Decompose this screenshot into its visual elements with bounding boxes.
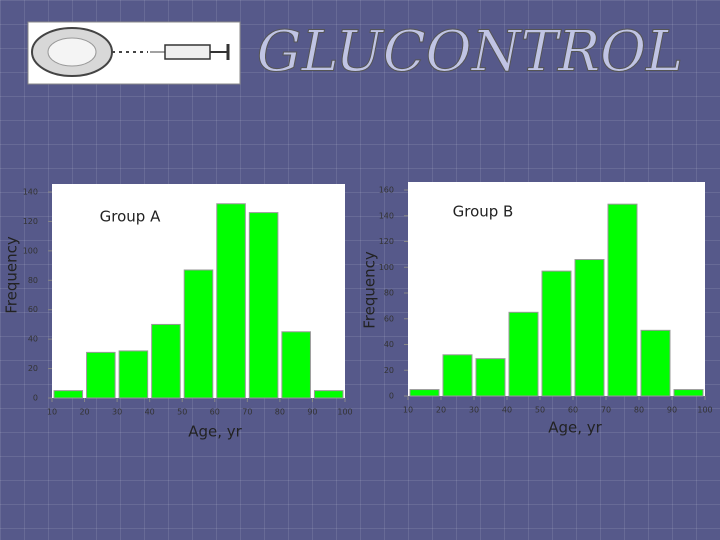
bar — [313, 390, 344, 399]
y-tick-label: 120 — [379, 237, 394, 246]
bar — [248, 212, 279, 399]
y-tick-label: 0 — [389, 392, 394, 401]
x-tick-label: 50 — [535, 406, 545, 415]
x-tick-label: 100 — [697, 406, 712, 415]
y-tick-label: 60 — [28, 305, 38, 314]
slide-title: GLUCONTROL — [257, 20, 683, 85]
bar — [86, 351, 116, 399]
bar — [281, 331, 311, 399]
y-tick-label: 120 — [23, 217, 38, 226]
y-tick-label: 100 — [23, 246, 38, 255]
y-tick-label: 80 — [384, 289, 394, 298]
y-axis-label: Frequency — [3, 236, 21, 314]
bar — [607, 203, 638, 397]
bar — [53, 390, 84, 399]
x-tick-label: 80 — [634, 406, 644, 415]
x-tick-label: 80 — [275, 408, 285, 417]
bar — [673, 389, 704, 397]
bar — [409, 389, 440, 397]
bar — [183, 269, 214, 399]
x-tick-label: 30 — [112, 408, 122, 417]
y-tick-label: 20 — [384, 366, 394, 375]
y-tick-label: 100 — [379, 263, 394, 272]
x-tick-label: 40 — [502, 406, 512, 415]
bar — [640, 329, 671, 397]
y-tick-label: 0 — [33, 394, 38, 403]
bar — [118, 350, 149, 399]
x-tick-label: 90 — [667, 406, 677, 415]
x-tick-label: 50 — [177, 408, 187, 417]
x-tick-label: 70 — [601, 406, 611, 415]
bar — [442, 354, 473, 397]
y-axis-label: Frequency — [361, 251, 379, 329]
x-tick-label: 20 — [436, 406, 446, 415]
x-axis-label: Age, yr — [188, 423, 242, 441]
bar — [216, 203, 246, 399]
bar — [151, 323, 181, 399]
y-tick-label: 40 — [28, 335, 38, 344]
x-tick-label: 10 — [47, 408, 57, 417]
x-tick-label: 40 — [145, 408, 155, 417]
chart-title: Group A — [100, 208, 161, 226]
x-tick-label: 60 — [210, 408, 220, 417]
x-tick-label: 100 — [337, 408, 352, 417]
x-tick-label: 90 — [307, 408, 317, 417]
x-tick-label: 30 — [469, 406, 479, 415]
bar — [574, 259, 605, 397]
y-tick-label: 60 — [384, 314, 394, 323]
x-axis-label: Age, yr — [548, 419, 602, 437]
chart-title: Group B — [453, 203, 514, 221]
y-tick-label: 160 — [379, 186, 394, 195]
x-tick-label: 20 — [79, 408, 89, 417]
y-tick-label: 20 — [28, 364, 38, 373]
x-tick-label: 10 — [403, 406, 413, 415]
y-tick-label: 140 — [379, 211, 394, 220]
illustration — [27, 21, 241, 85]
y-tick-label: 140 — [23, 188, 38, 197]
bar — [541, 270, 572, 397]
bar — [475, 358, 506, 397]
y-tick-label: 40 — [384, 340, 394, 349]
y-tick-label: 80 — [28, 276, 38, 285]
bar — [508, 311, 539, 397]
x-tick-label: 60 — [568, 406, 578, 415]
x-tick-label: 70 — [242, 408, 252, 417]
